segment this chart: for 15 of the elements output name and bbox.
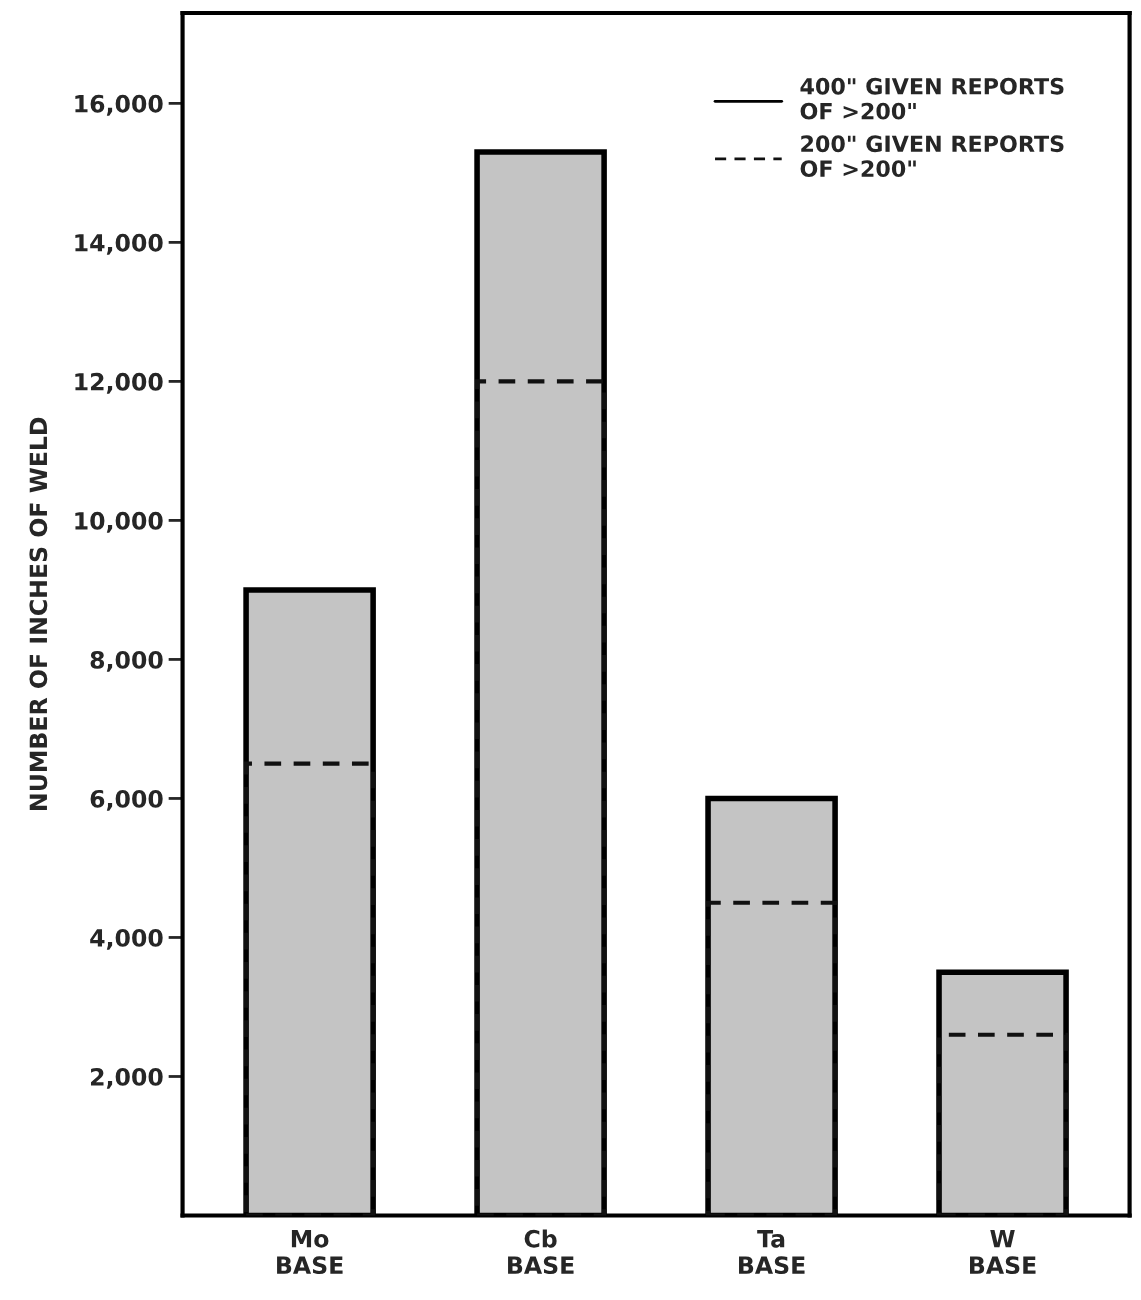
x-tick-label: W BASE [970,1230,1036,1275]
x-tick-label: Ta BASE [739,1230,805,1275]
y-tick-label: 16,000 [75,94,163,116]
y-tick-label: 4,000 [90,928,163,950]
legend-label: 200" GIVEN REPORTS OF >200" [800,135,1064,178]
y-tick-label: 10,000 [75,511,163,533]
y-tick-label: 6,000 [90,789,163,811]
x-tick-label: Mo BASE [277,1230,343,1275]
y-tick-label: 14,000 [75,233,163,255]
y-axis-title: NUMBER OF INCHES OF WELD [29,417,48,810]
y-tick-label: 12,000 [75,372,163,394]
y-tick-label: 8,000 [90,650,163,672]
legend-label: 400" GIVEN REPORTS OF >200" [800,77,1064,120]
x-tick-label: Cb BASE [508,1229,574,1275]
y-tick-label: 2,000 [91,1067,163,1089]
